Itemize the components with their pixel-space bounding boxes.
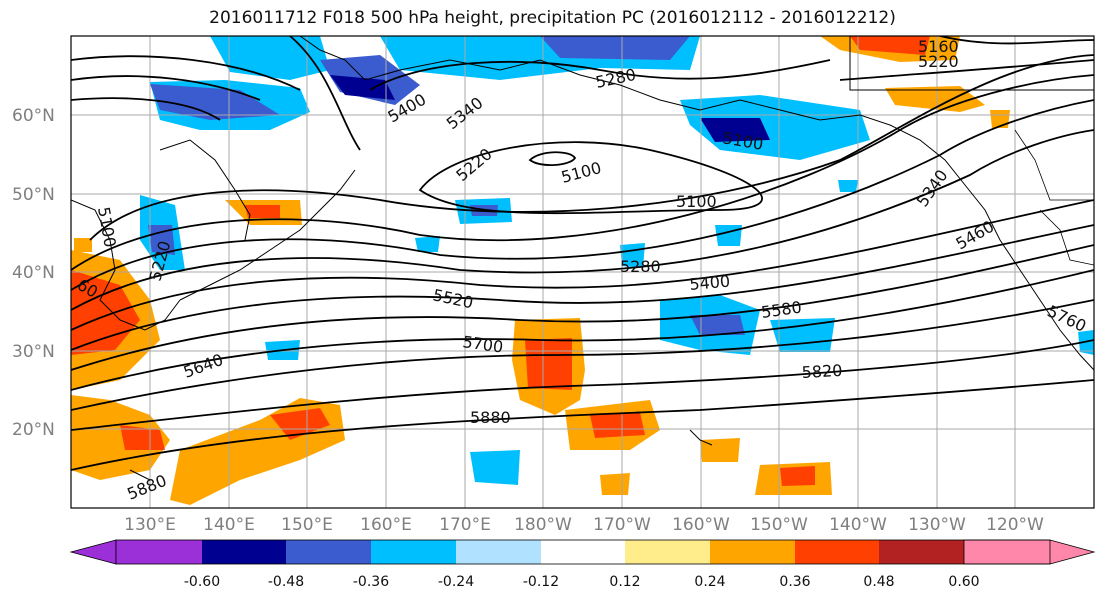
colorbar-segment [116,540,202,564]
colorbar-tick-label: -0.48 [268,574,304,590]
country-borders [1014,129,1094,266]
lat-label: 30°N [12,342,55,362]
colorbar-low-extension [69,539,117,565]
contour-label: 5820 [801,361,843,382]
colorbar-tick-label: 0.60 [948,574,979,590]
lon-label: 160°E [360,515,412,535]
contour-label: 5880 [470,408,511,427]
colorbar-segment [795,540,879,564]
negative-anomaly-shading [140,36,1094,485]
colorbar-tick-label: -0.36 [353,574,389,590]
lon-label: 150°E [281,515,333,535]
contour-label: 5100 [676,192,717,211]
lon-label: 170°E [439,515,491,535]
colorbar-segment [710,540,795,564]
lon-label: 180°W [514,515,572,535]
lat-label: 20°N [12,420,55,440]
colorbar-segment [456,540,541,564]
map-title: 2016011712 F018 500 hPa height, precipit… [209,8,896,28]
lon-label: 150°W [750,515,808,535]
lon-label: 170°W [593,515,651,535]
colorbar-high-extension [963,539,1096,565]
colorbar-segment [371,540,456,564]
colorbar-segment [541,540,625,564]
colorbar-tick-label: -0.24 [438,574,474,590]
lat-label: 60°N [12,106,55,126]
latitude-labels: 60°N 50°N 40°N 30°N 20°N [12,106,55,440]
lon-label: 140°E [203,515,255,535]
lon-label: 160°W [672,515,730,535]
longitude-labels: 130°E 140°E 150°E 160°E 170°E 180°W 170°… [124,515,1044,535]
colorbar-tick-label: -0.12 [523,574,559,590]
positive-anomaly-shading [71,36,1010,505]
height-contours [71,36,1094,471]
colorbar-tick-label: 0.36 [779,574,810,590]
colorbar-tick-label: 0.24 [694,574,725,590]
lon-label: 120°W [986,515,1044,535]
lon-label: 140°W [829,515,887,535]
lat-label: 40°N [12,263,55,283]
lat-label: 50°N [12,185,55,205]
colorbar-segment [202,540,286,564]
colorbar-segment [286,540,371,564]
colorbar-segment [879,540,964,564]
colorbar-frame [115,539,1051,565]
colorbar-tick-label: 0.48 [863,574,894,590]
lon-label: 130°W [908,515,966,535]
map-frame [70,35,1095,509]
contour-label: 5400 [689,272,731,294]
contour-label: 5160 [918,37,959,56]
map-content [71,36,1094,508]
colorbar-tick-label: 0.12 [609,574,640,590]
contour-label: 5220 [918,52,959,71]
colorbar: -0.60 -0.48 -0.36 -0.24 -0.12 0.12 0.24 … [69,539,1096,590]
contour-label: 5280 [620,257,661,276]
colorbar-segment [625,540,710,564]
colorbar-tick-label: -0.60 [184,574,220,590]
lon-label: 130°E [124,515,176,535]
